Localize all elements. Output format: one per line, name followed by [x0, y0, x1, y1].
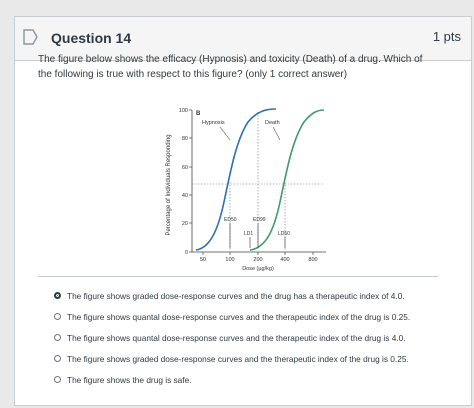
- answer-option[interactable]: The figure shows quantal dose-response c…: [54, 306, 454, 327]
- hypnosis-pointer: [219, 126, 231, 141]
- ld50-label: LD50: [278, 231, 290, 237]
- y-tick-label: 0: [185, 250, 188, 256]
- question-card: Question 14 1 pts: [14, 16, 472, 406]
- answer-option[interactable]: The figure shows the drug is safe.: [54, 369, 454, 390]
- answer-list: The figure shows graded dose-response cu…: [54, 285, 454, 390]
- death-label: Death: [265, 120, 280, 126]
- death-curve: [249, 109, 325, 251]
- radio-button[interactable]: [54, 376, 61, 383]
- y-axis-label: Percentage of Individuals Responding: [166, 134, 172, 235]
- y-ticks: 100 80 60 40 20 0: [179, 108, 192, 256]
- radio-button-selected[interactable]: [54, 292, 61, 299]
- x-axis-label: Dose (µg/kg): [242, 266, 274, 272]
- radio-button[interactable]: [54, 355, 61, 362]
- y-tick-label: 60: [182, 165, 188, 171]
- answer-label: The figure shows quantal dose-response c…: [67, 311, 411, 322]
- hypnosis-label: Hypnosis: [202, 120, 225, 126]
- ed50-label: ED50: [224, 217, 237, 223]
- ed99-label: ED99: [253, 217, 266, 223]
- answer-option[interactable]: The figure shows graded dose-response cu…: [54, 285, 454, 306]
- answer-label: The figure shows the drug is safe.: [67, 374, 192, 385]
- x-tick-label: 800: [308, 257, 317, 263]
- answer-option[interactable]: The figure shows graded dose-response cu…: [54, 348, 454, 369]
- question-header: Question 14 1 pts: [15, 17, 471, 61]
- panel-label: B: [196, 111, 201, 117]
- x-ticks: 50 100 200 400 800: [200, 252, 318, 263]
- x-tick-label: 50: [200, 257, 206, 263]
- radio-button[interactable]: [54, 313, 61, 320]
- answer-label: The figure shows quantal dose-response c…: [67, 332, 406, 343]
- answer-label: The figure shows graded dose-response cu…: [67, 353, 409, 364]
- question-points: 1 pts: [432, 29, 461, 44]
- y-tick-label: 40: [182, 193, 188, 199]
- divider: [38, 276, 438, 277]
- hypnosis-curve: [195, 108, 277, 251]
- flag-question-icon[interactable]: [21, 28, 39, 46]
- ld1-label: LD1: [244, 231, 253, 237]
- y-tick-label: 80: [182, 136, 188, 142]
- radio-button[interactable]: [54, 334, 61, 341]
- question-text: The figure below shows the efficacy (Hyp…: [38, 54, 423, 80]
- y-tick-label: 100: [179, 108, 188, 114]
- x-tick-label: 200: [253, 257, 262, 263]
- y-tick-label: 20: [182, 221, 188, 227]
- answer-option[interactable]: The figure shows quantal dose-response c…: [54, 327, 454, 348]
- question-title: Question 14: [51, 30, 132, 46]
- answer-label: The figure shows graded dose-response cu…: [67, 290, 405, 301]
- death-pointer: [272, 126, 281, 141]
- x-tick-label: 100: [225, 257, 234, 263]
- dose-response-figure: B Percentage of Individuals Responding 1…: [158, 90, 338, 278]
- x-tick-label: 400: [280, 257, 289, 263]
